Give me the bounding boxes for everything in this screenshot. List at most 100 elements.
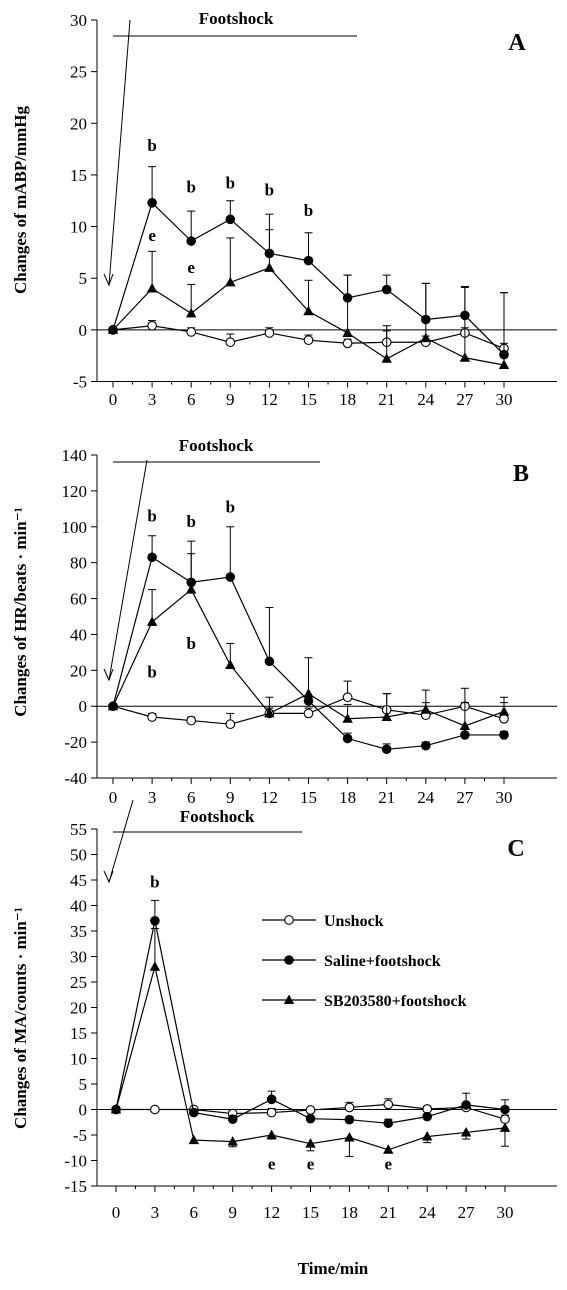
data-point [225,572,236,582]
y-axis-label: Changes of MA/counts · min⁻¹ [11,907,30,1129]
y-tick-label: -40 [64,769,87,788]
data-point [264,262,275,272]
data-point [420,704,431,714]
series-line [115,920,506,1124]
x-tick-label: 15 [302,1203,319,1222]
data-point [225,659,236,669]
y-tick-label: 50 [70,846,87,865]
significance-label: e [268,1155,276,1174]
y-tick-label: 120 [62,482,88,501]
data-point [225,276,236,287]
data-point [225,719,236,730]
significance-label: e [385,1155,393,1174]
data-point [305,1105,316,1115]
data-point [422,1111,433,1122]
x-tick-label: 6 [187,788,196,807]
significance-label: b [304,201,313,220]
legend-marker [283,994,295,1004]
y-tick-label: 30 [70,11,87,30]
x-tick-label: 18 [339,788,356,807]
x-tick-label: 12 [261,390,278,409]
data-point [147,712,157,722]
series-line [112,201,505,356]
x-tick-label: 15 [300,390,317,409]
panel-label: A [508,30,526,56]
data-point [146,616,158,626]
data-point [344,1114,355,1125]
data-point [459,720,471,730]
y-tick-label: 80 [70,554,87,573]
data-point [150,1104,160,1115]
x-tick-label: 6 [190,1203,199,1222]
series-filled-circle [108,166,509,360]
y-tick-label: 140 [62,446,88,465]
y-tick-label: 35 [70,922,87,941]
x-tick-label: 30 [497,1203,514,1222]
x-tick-label: 0 [112,1203,121,1222]
data-point [498,706,510,716]
significance-label: b [265,181,274,200]
y-tick-label: 5 [79,269,88,288]
y-tick-label: -20 [64,733,87,752]
data-point [264,656,275,667]
y-tick-label: 45 [70,871,87,890]
footshock-arrowhead [103,668,114,682]
significance-label: b [147,506,156,525]
y-tick-label: 20 [70,661,87,680]
data-point [498,359,510,369]
data-point [186,327,197,337]
data-point [381,711,392,721]
data-point [303,255,314,266]
series-filled-triangle [107,553,510,730]
data-point [500,1114,510,1125]
significance-label: b [147,136,156,155]
x-tick-label: 27 [456,788,474,807]
significance-label: b [226,173,235,192]
panel-label: B [513,461,529,487]
data-point [383,1144,394,1154]
significance-label: b [186,512,195,531]
data-point [266,1107,277,1118]
series-filled-triangle [107,213,510,369]
y-axis-label: Changes of mABP/mmHg [11,106,30,294]
data-point [383,1099,394,1110]
data-point [383,1118,394,1129]
data-point [499,730,509,740]
data-point [303,305,314,316]
x-tick-label: 30 [496,390,513,409]
x-tick-label: 18 [339,390,356,409]
x-tick-label: 27 [458,1203,476,1222]
y-tick-label: 40 [70,625,87,644]
y-tick-label: 10 [70,218,87,237]
y-tick-label: 15 [70,1024,87,1043]
y-tick-label: 15 [70,166,87,185]
significance-label: b [150,873,159,892]
data-point [186,584,197,594]
panel-c: -15 -10 -5 0 5 10 15 20 25 30 35 40 45 50 55 0 3 6 9 12 15 18… [11,799,557,1222]
data-point [381,353,392,363]
data-point [264,328,275,338]
y-tick-label: -10 [64,1152,87,1171]
series-line [112,556,504,750]
legend-label: Saline+footshock [324,953,441,970]
legend-label: SB203580+footshock [324,993,467,1010]
data-point [107,324,119,334]
data-point [188,1134,199,1145]
x-tick-label: 6 [187,390,196,409]
footshock-arrow [108,459,148,681]
data-point [500,1104,510,1115]
x-axis-label: Time/min [298,1259,369,1278]
x-tick-label: 21 [378,788,395,807]
significance-label: b [226,497,235,516]
data-point [499,1122,511,1132]
y-tick-label: 100 [62,518,88,537]
data-point [303,335,314,346]
footshock-arrow [108,799,134,883]
y-tick-label: 0 [79,1101,88,1120]
y-tick-label: -5 [73,373,87,392]
y-tick-label: -15 [64,1177,87,1196]
panel-b: -40 -20 0 20 40 60 80 100 120 140 0 3 6 9 12 15 18 21 24 27… [11,436,557,807]
y-tick-label: 60 [70,590,87,609]
data-point [461,1100,471,1110]
footshock-label: Footshock [180,807,255,826]
